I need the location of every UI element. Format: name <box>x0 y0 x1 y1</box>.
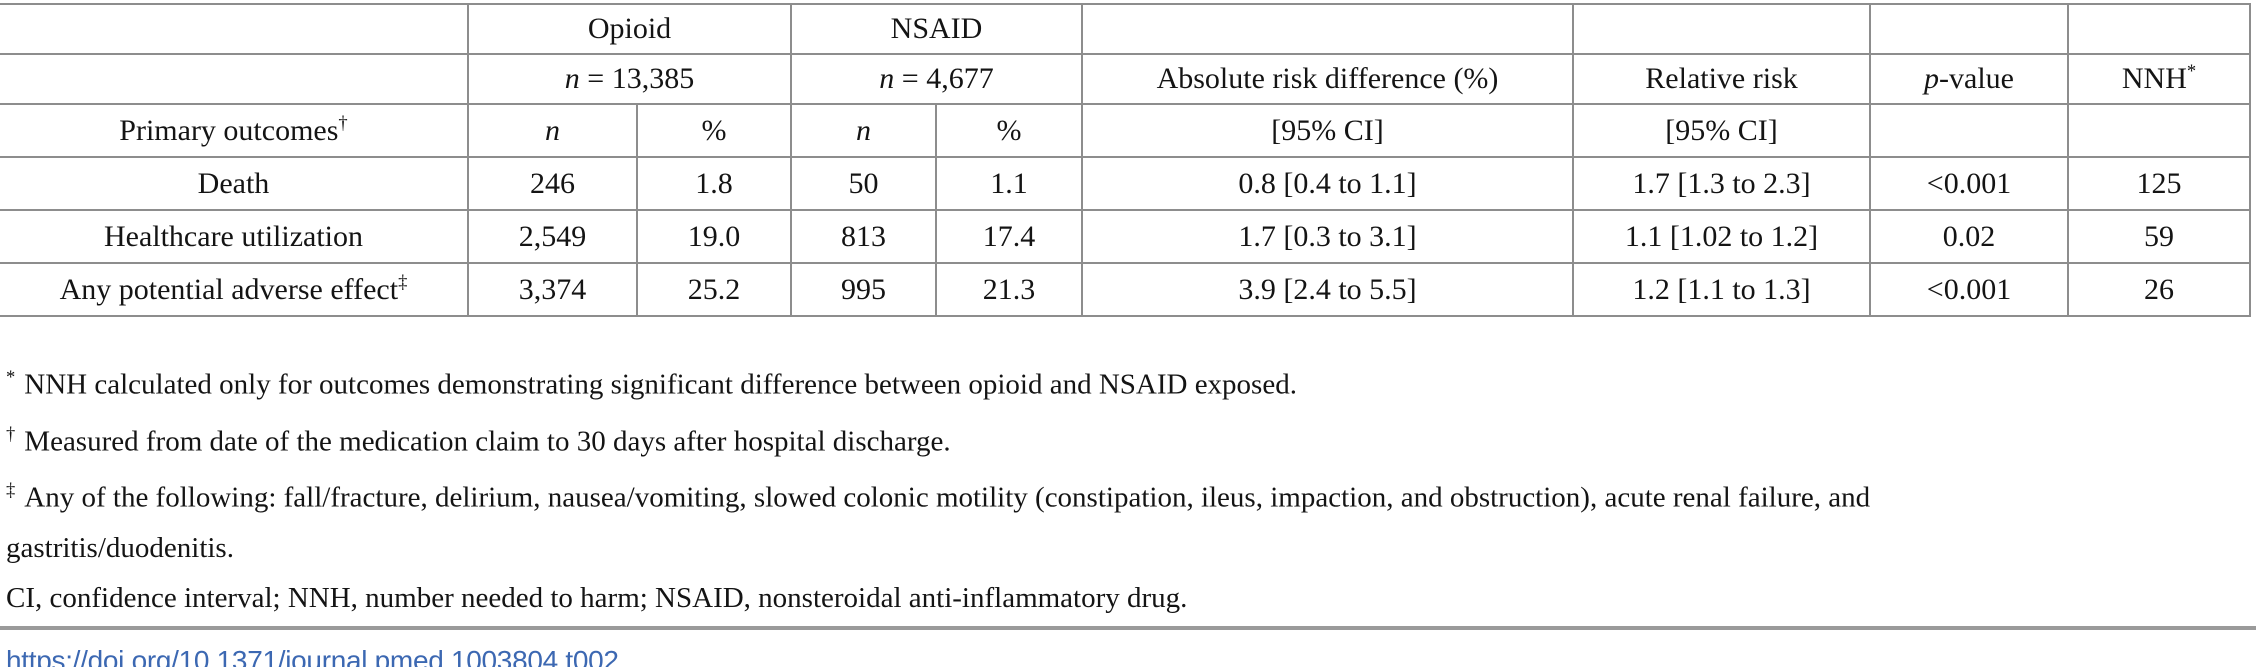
hcu-nsaid-n: 813 <box>790 209 936 263</box>
header-row-subcolumns: Primary outcomes† n % n % [95% CI] [95% … <box>0 103 2252 157</box>
n-symbol: n <box>879 62 895 95</box>
dagger-marker: † <box>6 423 16 445</box>
hcu-rr: 1.1 [1.02 to 1.2] <box>1572 209 1871 263</box>
nnh-spacer <box>2067 3 2252 54</box>
ae-rr: 1.2 [1.1 to 1.3] <box>1572 262 1871 316</box>
col-header-opioid-n: n <box>467 103 637 157</box>
death-nsaid-n: 50 <box>790 156 936 210</box>
row-label: Any potential adverse effect‡ <box>0 262 468 316</box>
col-header-absolute-risk-difference: Absolute risk difference (%) <box>1081 53 1574 104</box>
death-opioid-pct: 1.8 <box>636 156 791 210</box>
row-label: Death <box>0 156 468 210</box>
ae-pvalue: <0.001 <box>1869 262 2069 316</box>
adverse-effect-footnote-marker: ‡ <box>398 271 408 293</box>
col-header-nnh: NNH* <box>2067 53 2252 104</box>
ard-spacer <box>1081 3 1574 54</box>
death-nnh: 125 <box>2067 156 2252 210</box>
p-value-suffix: -value <box>1939 62 2014 95</box>
table-footnotes: * NNH calculated only for outcomes demons… <box>0 353 2256 623</box>
doi-link[interactable]: https://doi.org/10.1371/journal.pmed.100… <box>6 644 619 667</box>
ae-nsaid-pct: 21.3 <box>934 262 1083 316</box>
primary-outcomes-label: Primary outcomes <box>119 113 339 147</box>
footnote-measurement: † Measured from date of the medication cl… <box>6 410 2256 467</box>
rr-spacer <box>1572 3 1871 54</box>
death-rr: 1.7 [1.3 to 2.3] <box>1572 156 1871 210</box>
death-pvalue: <0.001 <box>1869 156 2069 210</box>
death-nsaid-pct: 1.1 <box>934 156 1083 210</box>
col-header-p-value: p-value <box>1869 53 2069 104</box>
ae-nsaid-n: 995 <box>790 262 936 316</box>
col-header-opioid-pct: % <box>636 103 791 157</box>
opioid-count: = 13,385 <box>579 62 695 95</box>
hcu-ard: 1.7 [0.3 to 3.1] <box>1081 209 1574 263</box>
table-row-any-adverse-effect: Any potential adverse effect‡ 3,374 25.2… <box>0 262 2252 316</box>
stub-spacer <box>0 3 468 54</box>
nsaid-count: = 4,677 <box>894 62 994 95</box>
n-symbol: n <box>545 113 560 147</box>
adverse-effect-label: Any potential adverse effect <box>59 272 399 306</box>
ae-ard: 3.9 [2.4 to 5.5] <box>1081 262 1574 316</box>
bottom-divider <box>0 625 2256 630</box>
opioid-sample-size: n = 13,385 <box>467 53 791 104</box>
footnote-adverse-effects: ‡ Any of the following: fall/fracture, de… <box>6 466 2256 523</box>
ae-opioid-n: 3,374 <box>467 262 637 316</box>
nsaid-group-label: NSAID <box>890 12 983 45</box>
hcu-nsaid-pct: 17.4 <box>934 209 1083 263</box>
footnote-adverse-effects-continued: gastritis/duodenitis. <box>6 531 234 564</box>
col-group-nsaid: NSAID <box>789 3 1083 54</box>
hcu-nnh: 59 <box>2067 209 2252 263</box>
outcomes-table: Opioid NSAID n = 13,385 n = 4,677 Absolu… <box>0 3 2252 317</box>
death-ard: 0.8 [0.4 to 1.1] <box>1081 156 1574 210</box>
nnh-subheader-spacer <box>2067 103 2252 157</box>
hcu-opioid-pct: 19.0 <box>636 209 791 263</box>
footnote-measurement-text: Measured from date of the medication cla… <box>24 425 951 458</box>
nsaid-sample-size: n = 4,677 <box>789 53 1083 104</box>
row-label: Healthcare utilization <box>0 209 468 263</box>
footnote-nnh: * NNH calculated only for outcomes demons… <box>6 353 2256 410</box>
pvalue-spacer <box>1869 3 2069 54</box>
col-header-nsaid-n: n <box>790 103 936 157</box>
footnote-adverse-effects-text: Any of the following: fall/fracture, del… <box>24 481 1871 514</box>
opioid-group-label: Opioid <box>587 12 672 45</box>
nnh-label: NNH <box>2121 62 2187 95</box>
doi-row: https://doi.org/10.1371/journal.pmed.100… <box>0 630 2256 667</box>
col-group-opioid: Opioid <box>467 3 791 54</box>
hcu-opioid-n: 2,549 <box>467 209 637 263</box>
col-header-relative-risk: Relative risk <box>1572 53 1871 104</box>
primary-outcomes-footnote-marker: † <box>338 112 348 134</box>
footnote-abbreviations: CI, confidence interval; NNH, number nee… <box>6 581 1188 614</box>
table-row-healthcare-utilization: Healthcare utilization 2,549 19.0 813 17… <box>0 209 2252 263</box>
ae-opioid-pct: 25.2 <box>636 262 791 316</box>
nnh-footnote-marker: * <box>2186 61 2197 82</box>
footnote-nnh-text: NNH calculated only for outcomes demonst… <box>24 368 1297 401</box>
stub-spacer <box>0 53 468 104</box>
ard-ci-header: [95% CI] <box>1081 103 1574 157</box>
header-row-counts: n = 13,385 n = 4,677 Absolute risk diffe… <box>0 53 2252 104</box>
ae-nnh: 26 <box>2067 262 2252 316</box>
col-header-nsaid-pct: % <box>934 103 1083 157</box>
death-opioid-n: 246 <box>467 156 637 210</box>
double-dagger-marker: ‡ <box>6 480 16 502</box>
rr-ci-header: [95% CI] <box>1572 103 1871 157</box>
p-symbol: p <box>1924 62 1940 95</box>
n-symbol: n <box>856 113 871 147</box>
table-row-death: Death 246 1.8 50 1.1 0.8 [0.4 to 1.1] 1.… <box>0 156 2252 210</box>
n-symbol: n <box>564 62 580 95</box>
pvalue-subheader-spacer <box>1869 103 2069 157</box>
header-row-groups: Opioid NSAID <box>0 3 2252 54</box>
stub-header-primary-outcomes: Primary outcomes† <box>0 103 468 157</box>
asterisk-marker: * <box>6 367 16 388</box>
hcu-pvalue: 0.02 <box>1869 209 2069 263</box>
